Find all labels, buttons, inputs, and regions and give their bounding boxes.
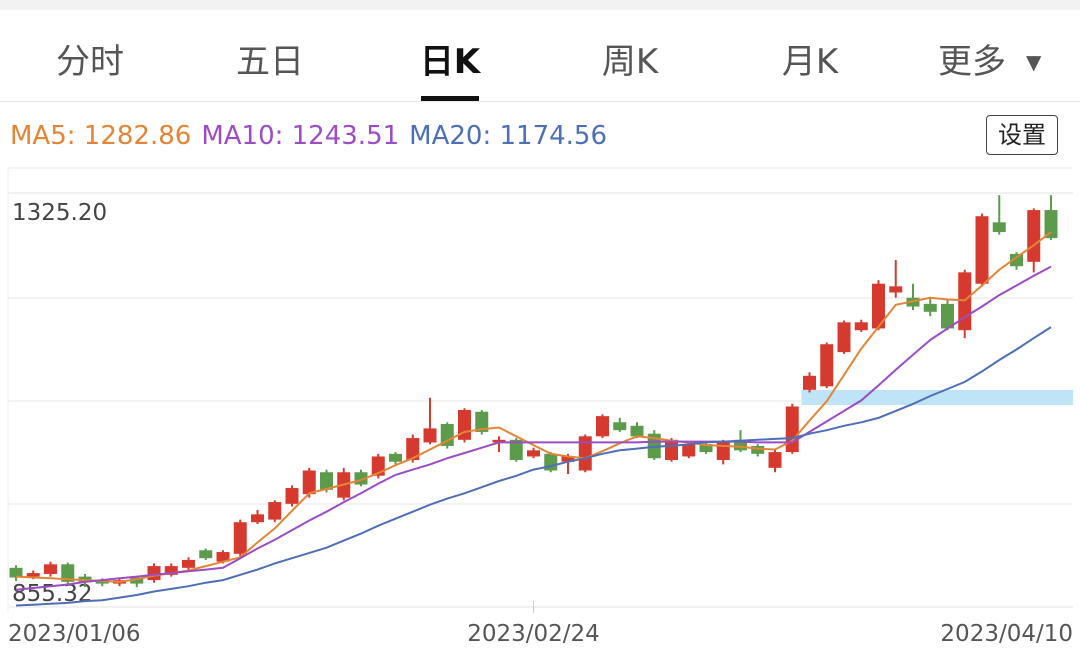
candle-body: [561, 456, 575, 462]
tab[interactable]: 月K: [781, 42, 839, 82]
x-tick-label: 2023/04/10: [940, 621, 1073, 647]
candle-body: [820, 344, 834, 387]
candle-body: [268, 502, 282, 520]
candle-body: [251, 514, 264, 523]
legend-entry: MA5: 1282.86: [10, 121, 191, 151]
candle-body: [923, 303, 937, 312]
tab[interactable]: 周K: [601, 42, 659, 82]
candle-body: [699, 444, 713, 453]
candle-body: [578, 436, 592, 471]
x-tick-label: 2023/01/06: [8, 621, 141, 647]
tab[interactable]: 五日: [236, 42, 304, 82]
candle-body: [216, 552, 230, 562]
candle-body: [130, 577, 144, 584]
candle-body: [233, 522, 247, 554]
candle-body: [992, 222, 1006, 233]
tab-active[interactable]: 日K: [419, 42, 481, 82]
candle-body: [751, 445, 765, 454]
status-strip: [0, 0, 1080, 10]
candle-body: [785, 406, 799, 453]
candle-body: [320, 472, 333, 490]
candle-body: [941, 303, 954, 329]
candle-body: [975, 216, 989, 284]
candle-body: [1010, 253, 1023, 267]
candle-body: [44, 564, 57, 574]
tab-bar: 分时 五日 日K 周K 月K 更多 ▼: [0, 10, 1080, 102]
ma-line: [15, 265, 1052, 591]
legend-entry: MA20: 1174.56: [409, 121, 607, 151]
y-tick-label: 1325.20: [12, 200, 107, 226]
candle-body: [613, 422, 627, 431]
candle-body: [630, 425, 644, 437]
candle-body: [26, 573, 40, 577]
candle-body: [889, 286, 903, 293]
candle-body: [147, 566, 161, 581]
tab[interactable]: 更多: [938, 42, 1006, 82]
candle-body: [199, 550, 213, 559]
candle-body: [492, 439, 506, 443]
candle-body: [596, 416, 609, 437]
candle-body: [734, 439, 747, 451]
candle-body: [509, 439, 523, 460]
candle-body: [665, 439, 678, 460]
dropdown-arrow[interactable]: ▼: [1026, 50, 1042, 74]
tab[interactable]: 分时: [56, 42, 124, 82]
ma-line: [15, 326, 1052, 607]
x-tick-label: 2023/02/24: [467, 621, 600, 647]
candle-body: [1027, 210, 1041, 262]
candle-body: [854, 322, 868, 331]
candle-body: [872, 283, 885, 329]
candle-body: [837, 322, 851, 353]
tab-indicator: [421, 96, 479, 101]
candle-body: [475, 411, 489, 432]
candle-body: [440, 424, 454, 446]
legend-entry: MA10: 1243.51: [201, 121, 399, 151]
candle-body: [302, 470, 316, 495]
candle-body: [406, 438, 420, 460]
candle-body: [423, 428, 437, 443]
candle-body: [527, 450, 540, 457]
candle-body: [682, 444, 696, 457]
candle-body: [164, 566, 178, 575]
candle-body: [768, 452, 782, 468]
candle-body: [1044, 210, 1058, 239]
candle-body: [803, 375, 816, 390]
settings-button[interactable]: 设置: [986, 115, 1058, 155]
candle-body: [182, 559, 195, 568]
candle-body: [389, 453, 402, 462]
candle-body: [61, 564, 75, 582]
candle-body: [285, 488, 299, 504]
candle-body: [9, 567, 23, 578]
